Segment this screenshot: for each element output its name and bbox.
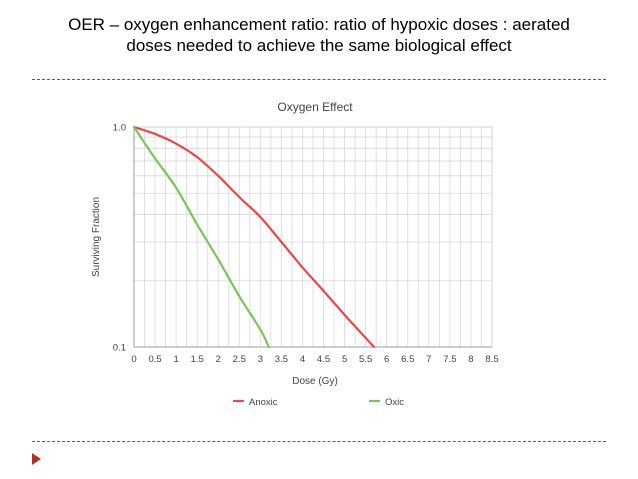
bottom-divider xyxy=(32,441,606,442)
x-tick-label: 6.5 xyxy=(401,354,414,365)
x-tick-label: 2 xyxy=(216,354,221,365)
x-tick-label: 5.5 xyxy=(359,354,372,365)
slide-title-line-1: OER – oxygen enhancement ratio: ratio of… xyxy=(68,15,570,34)
x-tick-label: 1 xyxy=(173,354,178,365)
x-tick-label: 5 xyxy=(342,354,347,365)
x-tick-label: 4.5 xyxy=(317,354,330,365)
y-axis-label: Surviving Fraction xyxy=(91,197,102,277)
y-tick-label: 1.0 xyxy=(113,123,126,134)
x-axis-label: Dose (Gy) xyxy=(292,376,338,387)
x-tick-label: 4 xyxy=(300,354,305,365)
x-tick-label: 8 xyxy=(468,354,473,365)
top-divider xyxy=(32,79,606,80)
chart-series xyxy=(132,125,376,349)
chart-title: Oxygen Effect xyxy=(277,100,353,114)
x-tick-label: 2.5 xyxy=(233,354,246,365)
x-tick-label: 0.5 xyxy=(148,354,161,365)
x-tick-label: 6 xyxy=(384,354,389,365)
chart-ticks: 0 0.5 1 1.5 2 2.5 3 3.5 4 4.5 5 5.5 6 6.5 7 7.5 8 8.5 0.1 1… xyxy=(113,123,499,366)
x-tick-label: 7 xyxy=(426,354,431,365)
slide-bullet-arrow-icon xyxy=(32,453,41,465)
chart-grid xyxy=(133,126,493,348)
x-tick-label: 3 xyxy=(258,354,263,365)
slide-title: OER – oxygen enhancement ratio: ratio of… xyxy=(20,14,618,56)
y-tick-label: 0.1 xyxy=(113,343,126,354)
slide-title-line-2: doses needed to achieve the same biologi… xyxy=(126,36,512,55)
x-tick-label: 3.5 xyxy=(275,354,288,365)
legend-label-oxic: Oxic xyxy=(385,397,404,408)
series-line-oxic xyxy=(132,125,270,349)
x-tick-label: 0 xyxy=(131,354,136,365)
series-line-anoxic xyxy=(132,125,376,349)
x-tick-label: 1.5 xyxy=(191,354,204,365)
legend-label-anoxic: Anoxic xyxy=(249,397,278,408)
x-tick-label: 8.5 xyxy=(485,354,498,365)
x-tick-label: 7.5 xyxy=(443,354,456,365)
chart-legend: Anoxic Oxic xyxy=(233,397,404,408)
